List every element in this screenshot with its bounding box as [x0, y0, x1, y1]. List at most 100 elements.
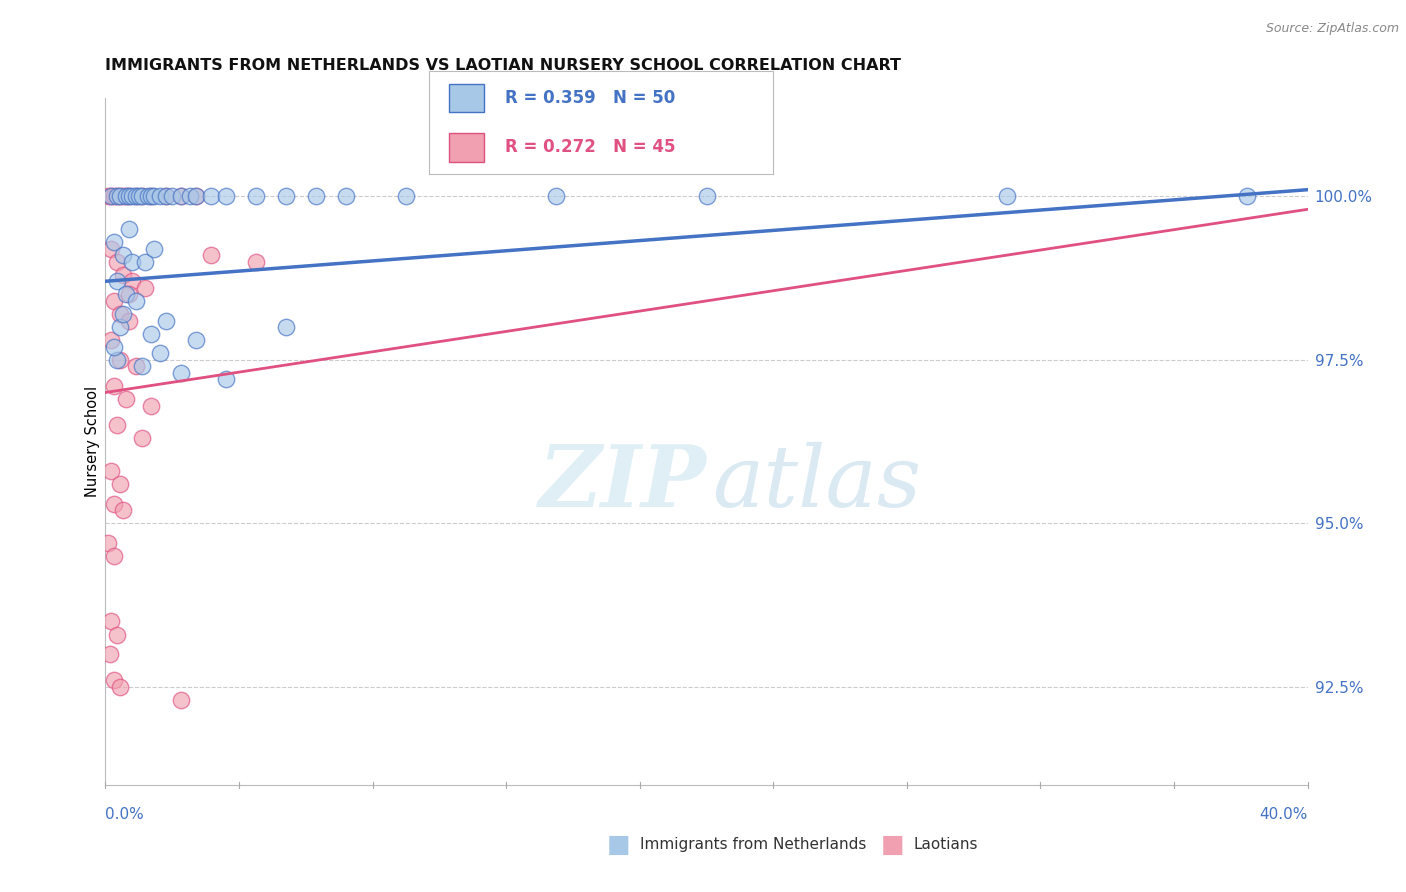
Point	[118, 287, 141, 301]
Point	[112, 189, 135, 203]
Text: ZIP: ZIP	[538, 441, 707, 524]
Point	[103, 293, 125, 308]
Point	[100, 464, 122, 478]
Point	[110, 320, 132, 334]
Point	[121, 189, 143, 203]
Point	[696, 189, 718, 203]
Point	[148, 189, 170, 203]
Point	[169, 189, 191, 203]
Point	[142, 189, 165, 203]
Point	[245, 189, 267, 203]
Point	[115, 287, 138, 301]
Point	[115, 189, 138, 203]
Point	[107, 189, 129, 203]
Bar	[450, 84, 484, 112]
Point	[128, 189, 150, 203]
Point	[184, 189, 207, 203]
Point	[107, 274, 129, 288]
Point	[136, 189, 159, 203]
Point	[107, 352, 129, 367]
Point	[118, 189, 141, 203]
Point	[112, 268, 135, 282]
Point	[169, 366, 191, 380]
Point	[305, 189, 328, 203]
Point	[112, 248, 135, 262]
Text: R = 0.272   N = 45: R = 0.272 N = 45	[505, 138, 675, 156]
Point	[97, 536, 120, 550]
Point	[169, 693, 191, 707]
Point	[124, 293, 146, 308]
Point	[139, 326, 162, 341]
Point	[110, 307, 132, 321]
Point	[134, 254, 156, 268]
Point	[184, 333, 207, 347]
Point	[995, 189, 1018, 203]
Point	[115, 189, 138, 203]
Point	[100, 189, 122, 203]
Point	[200, 189, 222, 203]
Point	[179, 189, 201, 203]
Point	[100, 242, 122, 256]
Text: 0.0%: 0.0%	[105, 807, 145, 822]
Point	[103, 549, 125, 563]
Point	[546, 189, 568, 203]
Point	[124, 189, 146, 203]
Text: R = 0.359   N = 50: R = 0.359 N = 50	[505, 89, 675, 107]
Point	[118, 189, 141, 203]
Point	[103, 340, 125, 354]
Point	[274, 320, 297, 334]
Point	[200, 248, 222, 262]
Text: Laotians: Laotians	[914, 838, 979, 852]
Point	[110, 189, 132, 203]
Point	[118, 313, 141, 327]
Point	[245, 254, 267, 268]
Y-axis label: Nursery School: Nursery School	[84, 386, 100, 497]
Point	[115, 392, 138, 406]
Point	[98, 647, 121, 661]
Point	[131, 189, 153, 203]
Point	[100, 333, 122, 347]
Point	[139, 189, 162, 203]
Point	[112, 307, 135, 321]
Text: Immigrants from Netherlands: Immigrants from Netherlands	[640, 838, 866, 852]
Point	[155, 189, 177, 203]
Point	[118, 222, 141, 236]
Point	[110, 680, 132, 694]
Point	[110, 477, 132, 491]
Point	[124, 189, 146, 203]
Point	[148, 346, 170, 360]
Point	[107, 627, 129, 641]
Bar	[450, 133, 484, 161]
Point	[100, 615, 122, 629]
Point	[1236, 189, 1258, 203]
Point	[100, 189, 122, 203]
Point	[169, 189, 191, 203]
Point	[131, 431, 153, 445]
Point	[155, 313, 177, 327]
Point	[121, 254, 143, 268]
Point	[107, 189, 129, 203]
Point	[335, 189, 357, 203]
Point	[139, 189, 162, 203]
Point	[103, 189, 125, 203]
Point	[134, 281, 156, 295]
Point	[142, 242, 165, 256]
Point	[107, 254, 129, 268]
Point	[274, 189, 297, 203]
Point	[155, 189, 177, 203]
Point	[124, 359, 146, 374]
Point	[112, 503, 135, 517]
Text: Source: ZipAtlas.com: Source: ZipAtlas.com	[1265, 22, 1399, 36]
Point	[395, 189, 418, 203]
Text: ■: ■	[882, 833, 904, 856]
Point	[214, 372, 236, 386]
Point	[97, 189, 120, 203]
Point	[184, 189, 207, 203]
Point	[103, 497, 125, 511]
Point	[110, 352, 132, 367]
Text: ■: ■	[607, 833, 630, 856]
Point	[131, 189, 153, 203]
Point	[160, 189, 183, 203]
Point	[139, 399, 162, 413]
Point	[131, 359, 153, 374]
